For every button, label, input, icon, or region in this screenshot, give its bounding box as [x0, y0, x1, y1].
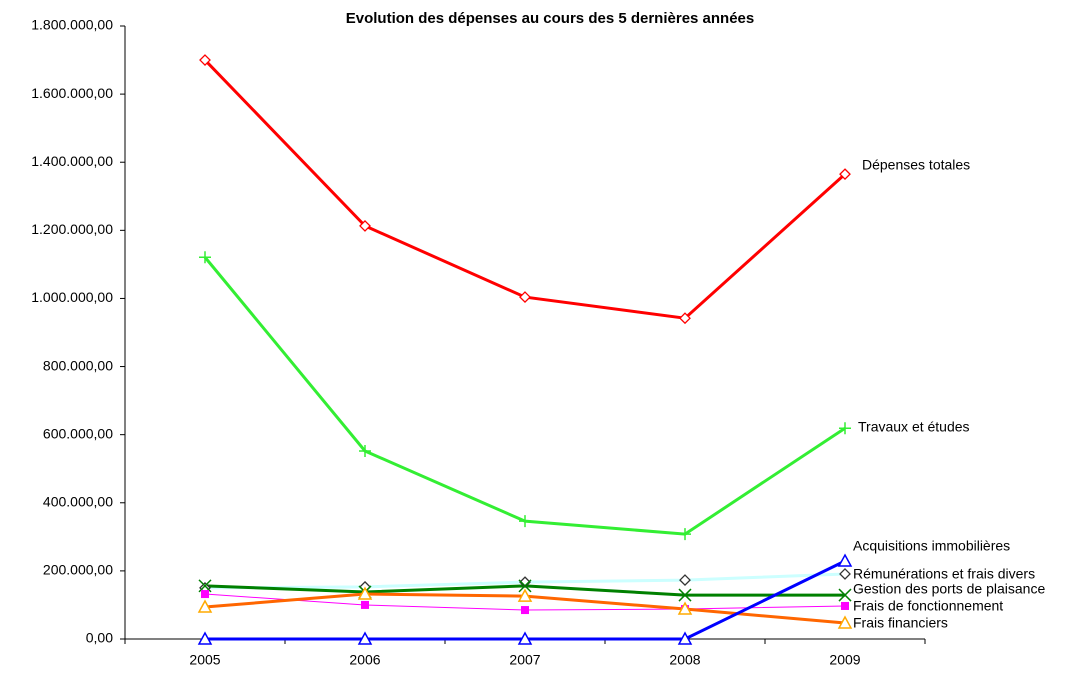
marker	[679, 312, 691, 325]
marker	[839, 422, 851, 435]
marker	[677, 601, 693, 615]
series-label: Frais de fonctionnement	[853, 598, 1003, 614]
marker	[361, 600, 369, 609]
marker	[837, 553, 853, 567]
marker	[199, 54, 211, 66]
marker	[839, 568, 851, 580]
y-tick-label: 1.800.000,00	[31, 17, 113, 33]
y-tick-label: 800.000,00	[43, 357, 113, 373]
y-tick-label: 1.000.000,00	[31, 289, 113, 305]
marker	[199, 251, 211, 264]
marker	[359, 445, 371, 458]
marker	[677, 631, 693, 645]
x-tick-label: 2005	[189, 652, 220, 668]
y-tick-label: 1.200.000,00	[31, 221, 113, 237]
marker	[357, 586, 373, 600]
marker	[517, 588, 533, 602]
series-label: Travaux et études	[858, 419, 970, 435]
series-line	[203, 59, 847, 320]
marker	[357, 631, 373, 645]
marker	[519, 515, 531, 528]
series-label: Dépenses totales	[862, 157, 970, 173]
marker	[841, 601, 849, 610]
y-tick-label: 1.600.000,00	[31, 85, 113, 101]
series-label: Acquisitions immobilières	[853, 538, 1010, 554]
marker	[519, 576, 531, 589]
marker	[198, 579, 212, 593]
marker	[837, 615, 853, 629]
chart-title: Evolution des dépenses au cours des 5 de…	[346, 10, 755, 27]
x-tick-label: 2007	[509, 652, 540, 668]
marker	[678, 588, 692, 602]
marker	[359, 219, 371, 232]
marker	[519, 291, 531, 304]
marker	[518, 579, 532, 593]
series-label: Gestion des ports de plaisance	[853, 581, 1045, 597]
y-tick-label: 0,00	[86, 630, 113, 646]
marker	[197, 631, 213, 645]
x-tick-label: 2006	[349, 652, 380, 668]
marker	[201, 590, 209, 599]
x-tick-label: 2008	[669, 652, 700, 668]
marker	[197, 599, 213, 613]
marker	[838, 588, 852, 602]
y-tick-label: 600.000,00	[43, 425, 113, 441]
marker	[521, 606, 529, 615]
y-tick-label: 1.400.000,00	[31, 153, 113, 169]
y-tick-label: 400.000,00	[43, 493, 113, 509]
marker	[679, 574, 691, 587]
series-label: Rémunérations et frais divers	[853, 566, 1035, 582]
y-tick-label: 200.000,00	[43, 562, 113, 578]
marker	[679, 528, 691, 541]
marker	[839, 168, 851, 181]
x-tick-label: 2009	[829, 652, 860, 668]
series-label: Frais financiers	[853, 615, 948, 631]
marker	[517, 631, 533, 645]
